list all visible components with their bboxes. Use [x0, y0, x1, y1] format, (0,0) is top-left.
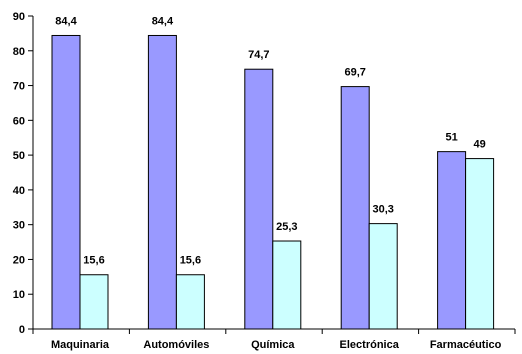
y-tick-label-80: 80: [13, 46, 25, 58]
category-label-Automóviles: Automóviles: [143, 339, 209, 351]
y-tick-label-70: 70: [13, 81, 25, 93]
data-label-series1-Química: 74,7: [248, 49, 269, 61]
data-label-series1-Automóviles: 84,4: [152, 15, 174, 27]
y-tick-label-0: 0: [19, 324, 25, 336]
bars: [51, 34, 495, 330]
bar-series2-Automóviles: [175, 274, 205, 330]
bar-series2-Farmacéutico: [465, 158, 495, 330]
data-labels: 84,4 15,6 84,4 15,6 74,7 25,3 69,7 30,3 51 49: [55, 15, 485, 266]
data-label-series1-Farmacéutico: 51: [445, 132, 457, 144]
bar-series2-Maquinaria: [79, 274, 109, 330]
data-label-series2-Electrónica: 30,3: [372, 204, 393, 216]
data-label-series1-Electrónica: 69,7: [344, 67, 365, 79]
y-tick-label-10: 10: [13, 289, 25, 301]
category-label-Farmacéutico: Farmacéutico: [430, 339, 502, 351]
y-tick-label-40: 40: [13, 185, 25, 197]
bar-series1-Farmacéutico: [437, 151, 467, 330]
bar-series1-Química: [244, 68, 274, 330]
category-label-Electrónica: Electrónica: [340, 339, 400, 351]
bar-series1-Automóviles: [147, 34, 177, 330]
bar-series1-Maquinaria: [51, 34, 81, 330]
y-axis-ticks: 0 10 20 30 40 50 60 70 80 90: [13, 11, 33, 336]
data-label-series1-Maquinaria: 84,4: [55, 15, 77, 27]
x-axis-ticks: [32, 329, 516, 334]
data-label-series2-Química: 25,3: [276, 221, 297, 233]
category-label-Química: Química: [251, 339, 295, 351]
y-tick-label-20: 20: [13, 254, 25, 266]
data-label-series2-Maquinaria: 15,6: [83, 255, 104, 267]
category-labels: Maquinaria Automóviles Química Electrónica F…: [51, 339, 502, 351]
bar-series2-Química: [272, 240, 302, 330]
category-label-Maquinaria: Maquinaria: [51, 339, 110, 351]
bar-series2-Electrónica: [368, 223, 398, 330]
y-tick-label-30: 30: [13, 220, 25, 232]
data-label-series2-Automóviles: 15,6: [180, 255, 201, 267]
y-tick-label-90: 90: [13, 11, 25, 23]
data-label-series2-Farmacéutico: 49: [473, 139, 485, 151]
bar-series1-Electrónica: [340, 86, 370, 330]
y-tick-label-50: 50: [13, 150, 25, 162]
y-tick-label-60: 60: [13, 115, 25, 127]
